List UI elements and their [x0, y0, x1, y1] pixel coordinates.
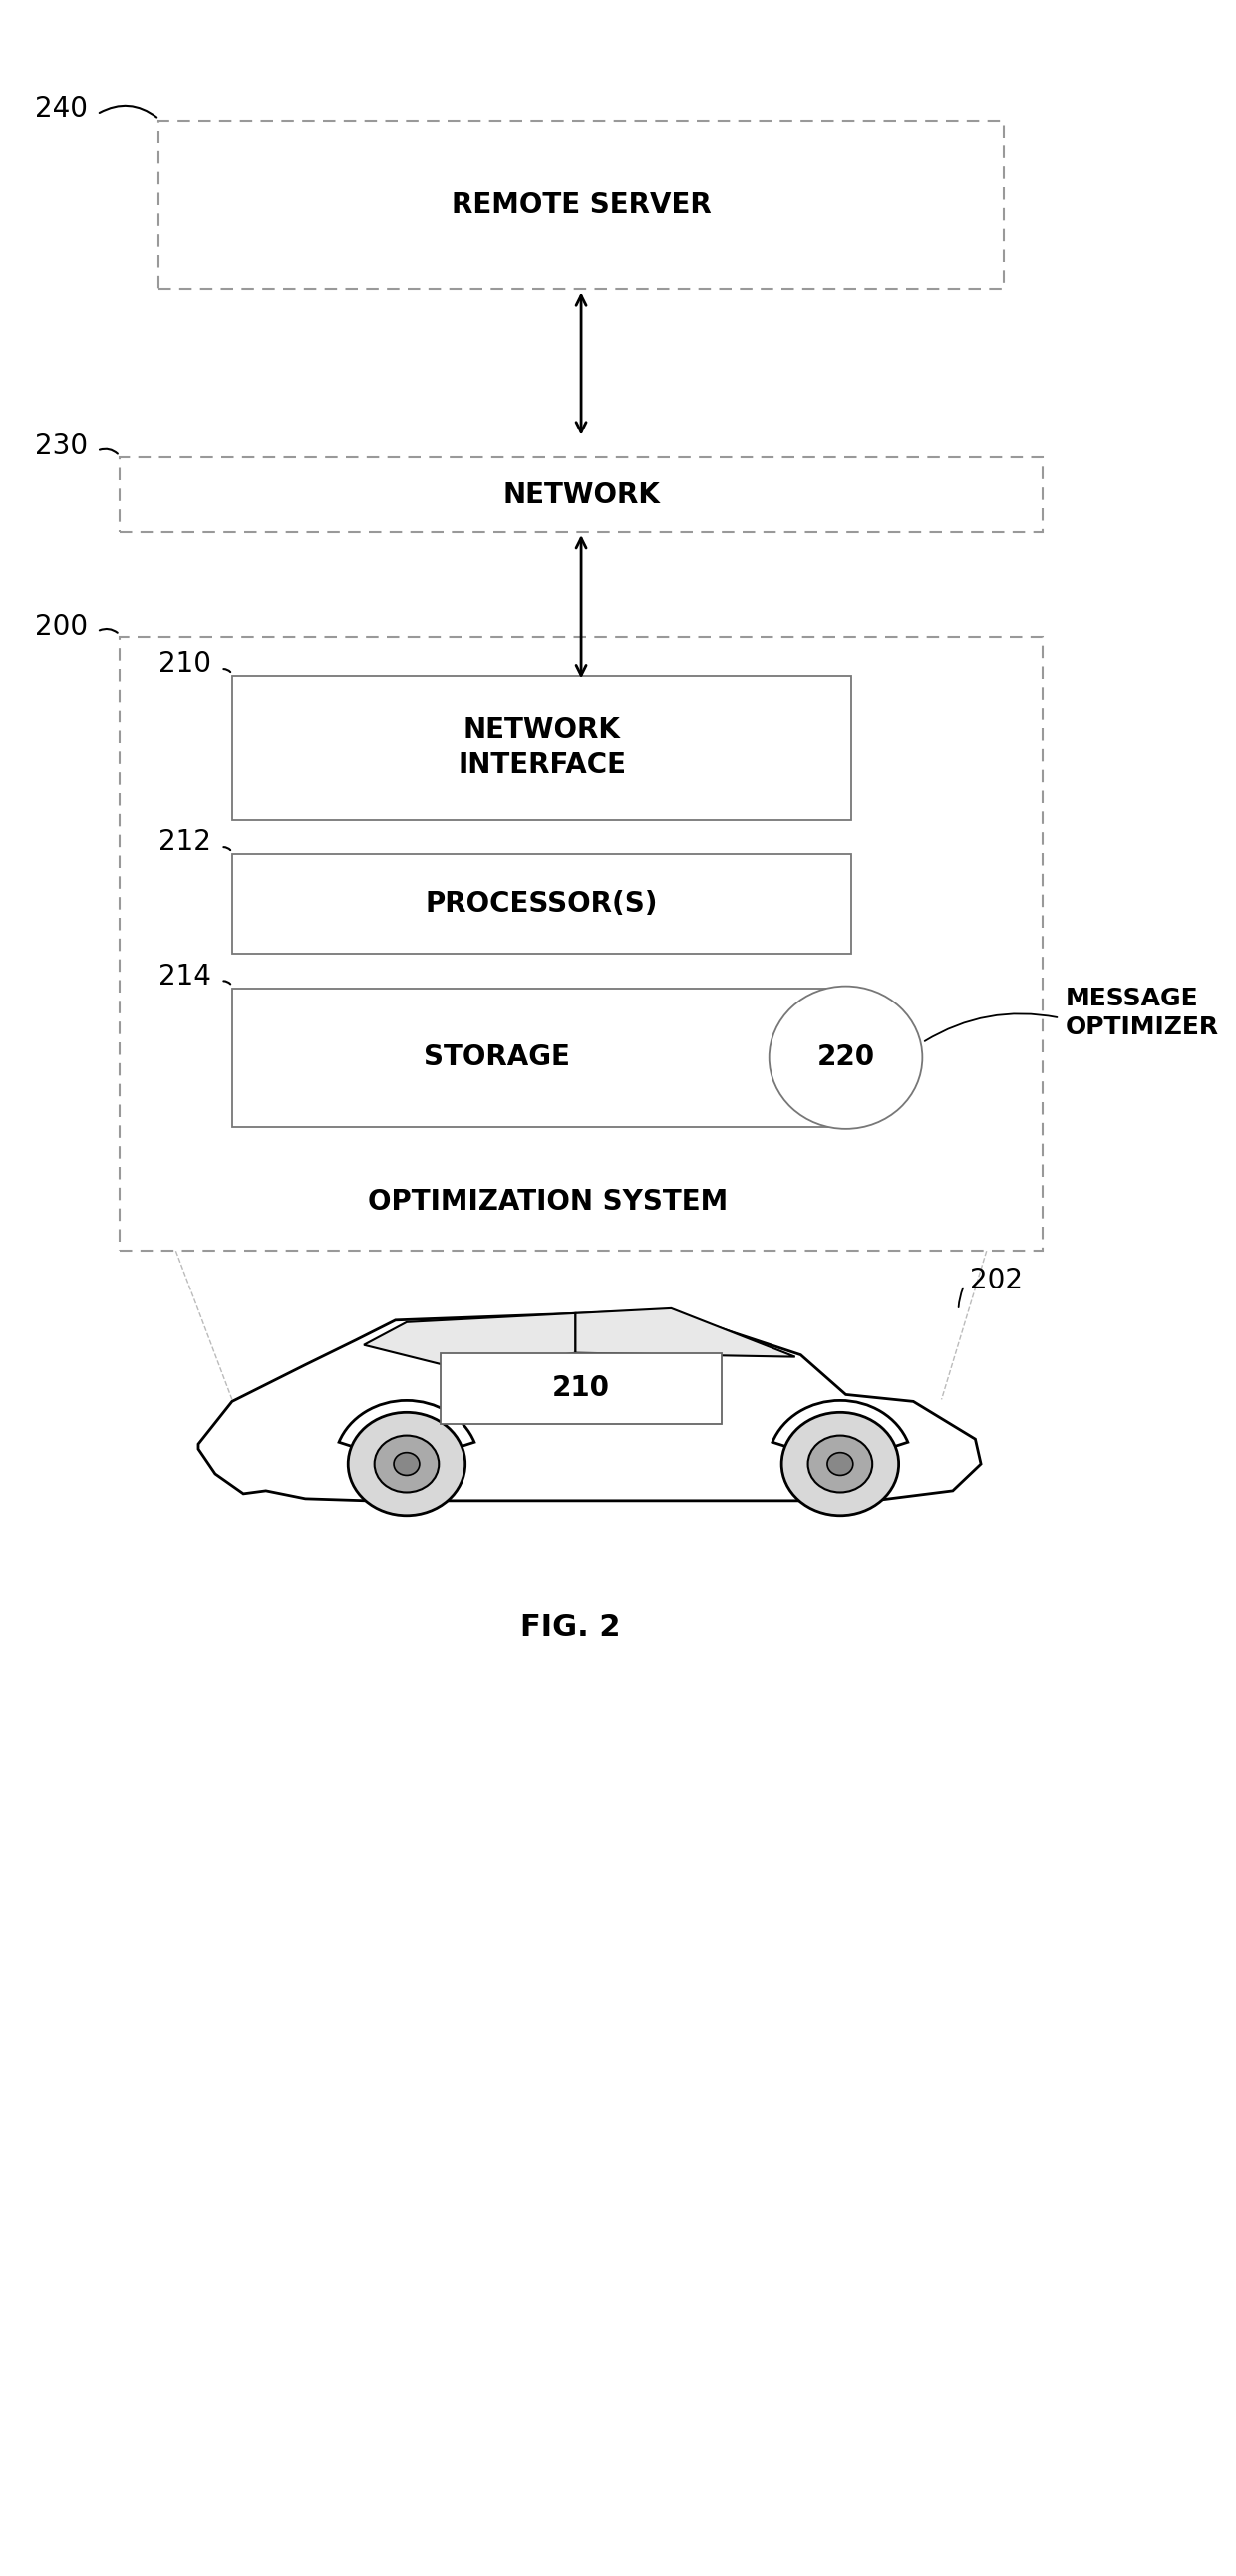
Text: STORAGE: STORAGE [424, 1043, 570, 1072]
Circle shape [394, 1453, 419, 1476]
Ellipse shape [769, 987, 922, 1128]
Circle shape [375, 1435, 439, 1492]
Polygon shape [576, 1309, 795, 1358]
Text: 220: 220 [817, 1043, 875, 1072]
Text: 210: 210 [159, 649, 211, 677]
Circle shape [781, 1412, 899, 1515]
Bar [232, 855, 852, 953]
Text: OPTIMIZATION SYSTEM: OPTIMIZATION SYSTEM [367, 1188, 728, 1216]
Text: 240: 240 [35, 95, 88, 124]
Bar [440, 1352, 722, 1425]
Bar [120, 636, 1043, 1252]
Bar [159, 121, 1004, 289]
Bar [232, 675, 852, 819]
Text: 210: 210 [552, 1376, 611, 1401]
Text: NETWORK
INTERFACE: NETWORK INTERFACE [457, 716, 625, 778]
Circle shape [808, 1435, 873, 1492]
Polygon shape [198, 1311, 981, 1502]
Bar [120, 459, 1043, 533]
Polygon shape [363, 1314, 576, 1370]
Text: MESSAGE
OPTIMIZER: MESSAGE OPTIMIZER [1065, 987, 1219, 1041]
Text: 230: 230 [35, 433, 88, 461]
Text: FIG. 2: FIG. 2 [520, 1613, 620, 1641]
Text: NETWORK: NETWORK [503, 482, 660, 510]
Wedge shape [772, 1401, 908, 1463]
Wedge shape [339, 1401, 475, 1463]
Bar [232, 989, 852, 1126]
Text: 212: 212 [159, 829, 211, 855]
Circle shape [827, 1453, 853, 1476]
Text: 202: 202 [970, 1267, 1022, 1296]
Circle shape [349, 1412, 465, 1515]
Text: PROCESSOR(S): PROCESSOR(S) [425, 889, 658, 917]
Text: REMOTE SERVER: REMOTE SERVER [451, 191, 711, 219]
Text: 200: 200 [35, 613, 88, 641]
Text: 214: 214 [159, 963, 211, 989]
